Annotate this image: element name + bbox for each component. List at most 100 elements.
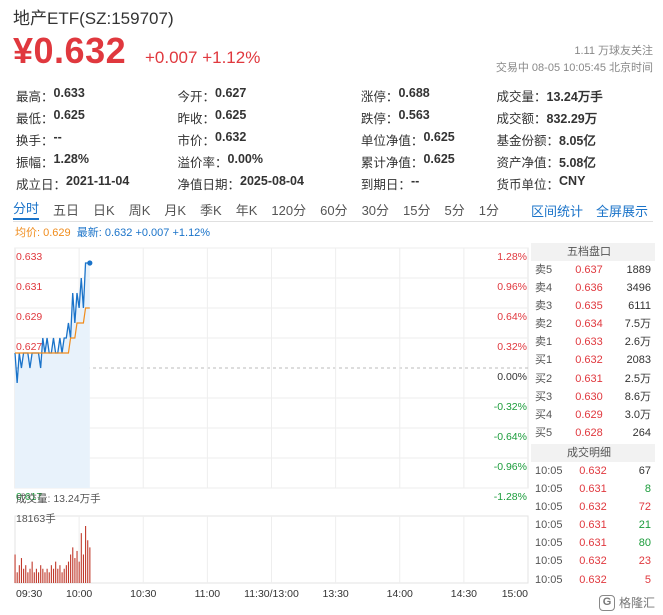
stat-value: 0.625 [53,107,85,122]
x-tick-label: 09:30 [16,588,42,600]
stats-grid: 最高： 0.633 今开： 0.627 涨停： 0.688 成交量： 13.24万手 最低： 0.… [16,84,656,194]
y-tick-label: 0.633 [16,251,42,263]
tab-5[interactable]: 季K [200,202,222,218]
tab-9[interactable]: 30分 [361,202,390,218]
stat-item: 单位净值： 0.625 [361,130,497,149]
volume-bar [70,554,72,583]
stat-value: 0.625 [423,151,455,166]
fullscreen-link[interactable]: 全屏展示 [596,204,649,219]
stat-label: 市价： [177,133,216,148]
deal-time: 10:05 [535,483,563,496]
y-right-tick-label: 0.00% [497,371,527,383]
stat-label: 最高： [16,89,54,104]
level-price: 0.628 [575,426,603,439]
range-stats-link[interactable]: 区间统计 [531,204,584,219]
tab-4[interactable]: 月K [164,202,187,218]
tab-8[interactable]: 60分 [320,202,348,218]
stat-label: 资产净值： [496,155,560,170]
chart-legend: 均价: 0.629 最新: 0.632 +0.007 +1.12% [15,224,210,240]
level-qty: 6111 [628,300,651,313]
tab-6[interactable]: 年K [235,202,258,218]
stat-item: 溢价率： 0.00% [178,152,361,171]
tab-0[interactable]: 分时 [13,198,40,220]
stat-item: 基金份额： 8.05亿 [497,130,657,149]
deal-qty: 67 [638,464,651,477]
level-qty: 3496 [626,282,651,295]
tab-7[interactable]: 120分 [271,202,307,218]
volume-bar [18,565,20,583]
volume-bar [27,572,29,583]
y-right-tick-label: -0.32% [494,401,527,413]
volume-bar [63,568,65,583]
fund-title: 地产ETF(SZ:159707) [13,9,174,28]
stat-item: 昨收： 0.625 [178,108,361,127]
stat-label: 成交量： [496,89,547,104]
volume-bar [55,561,57,583]
level-price: 0.635 [575,300,603,313]
deal-qty: 72 [638,501,651,514]
tab-11[interactable]: 5分 [444,202,465,218]
level-qty: 2.6万 [624,336,651,349]
stat-row: 成立日： 2021-11-04 净值日期： 2025-08-04 到期日： -- 货币单位：… [16,172,656,194]
tab-12[interactable]: 1分 [478,202,499,218]
order-book-row: 买2 0.631 2.5万 [531,370,655,388]
stat-label: 溢价率： [177,155,228,170]
stat-item: 资产净值： 5.08亿 [497,152,657,171]
volume-label: 成交量: 13.24万手 [16,492,101,505]
intraday-chart[interactable]: 0.633 1.28% 0.631 0.96% 0.629 0.64% 0.627 0.32%… [0,238,530,613]
order-book: 五档盘口 卖5 0.637 1889 卖4 0.636 3496 卖3 0.635 6111 卖2… [531,243,655,589]
volume-bar [44,572,46,583]
deal-row: 10:05 0.631 8 [531,480,655,498]
tab-1[interactable]: 五日 [53,202,80,218]
stat-value: 0.688 [398,85,430,100]
tab-3[interactable]: 周K [128,202,151,218]
stat-value: 2021-11-04 [66,173,130,188]
stat-item: 累计净值： 0.625 [361,152,497,171]
deal-qty: 5 [644,573,651,586]
y-tick-label: 0.631 [16,281,42,293]
volume-bar [29,568,31,583]
deal-qty: 8 [644,483,651,496]
volume-bar [35,568,37,583]
stat-item: 跌停： 0.563 [361,108,497,127]
deal-price: 0.632 [579,464,607,477]
volume-bar [25,565,27,583]
price-change: +0.007 +1.12% [145,48,261,67]
stat-row: 最低： 0.625 昨收： 0.625 跌停： 0.563 成交额： 832.29万 [16,106,656,128]
stat-value: 0.633 [53,85,85,100]
order-book-row: 卖5 0.637 1889 [531,261,655,279]
stat-item: 货币单位： CNY [497,174,657,193]
level-price: 0.634 [575,318,603,331]
stat-row: 换手： -- 市价： 0.632 单位净值： 0.625 基金份额： 8.05亿 [16,128,656,150]
tab-2[interactable]: 日K [93,202,115,218]
level-name: 买2 [535,372,553,385]
deal-time: 10:05 [535,573,563,586]
last-price-legend: 最新: 0.632 +0.007 +1.12% [76,227,211,239]
stat-value: 2025-08-04 [240,173,304,188]
stat-item: 到期日： -- [361,174,497,193]
volume-bar [76,550,78,583]
deal-time: 10:05 [535,501,563,514]
deal-row: 10:05 0.632 72 [531,498,655,516]
volume-bar [85,526,87,583]
tab-10[interactable]: 15分 [403,202,431,218]
stat-item: 今开： 0.627 [178,86,361,105]
y-right-tick-label: 0.32% [497,341,527,353]
y-right-tick-label: 0.64% [497,311,527,323]
volume-bar [78,561,80,583]
level-qty: 264 [632,426,651,439]
watermark: G 格隆汇 [598,594,655,611]
level-name: 卖4 [535,282,553,295]
deal-price: 0.631 [579,483,607,496]
volume-bar [16,572,18,583]
deal-row: 10:05 0.632 23 [531,552,655,570]
volume-bar [31,561,33,583]
stat-value: CNY [559,173,586,188]
order-book-row: 买4 0.629 3.0万 [531,406,655,424]
x-tick-label: 14:30 [451,588,477,600]
volume-bar [67,561,70,583]
volume-bar [46,568,48,583]
volume-bar [89,547,91,583]
volume-bar [72,547,74,583]
stat-label: 换手： [16,133,54,148]
